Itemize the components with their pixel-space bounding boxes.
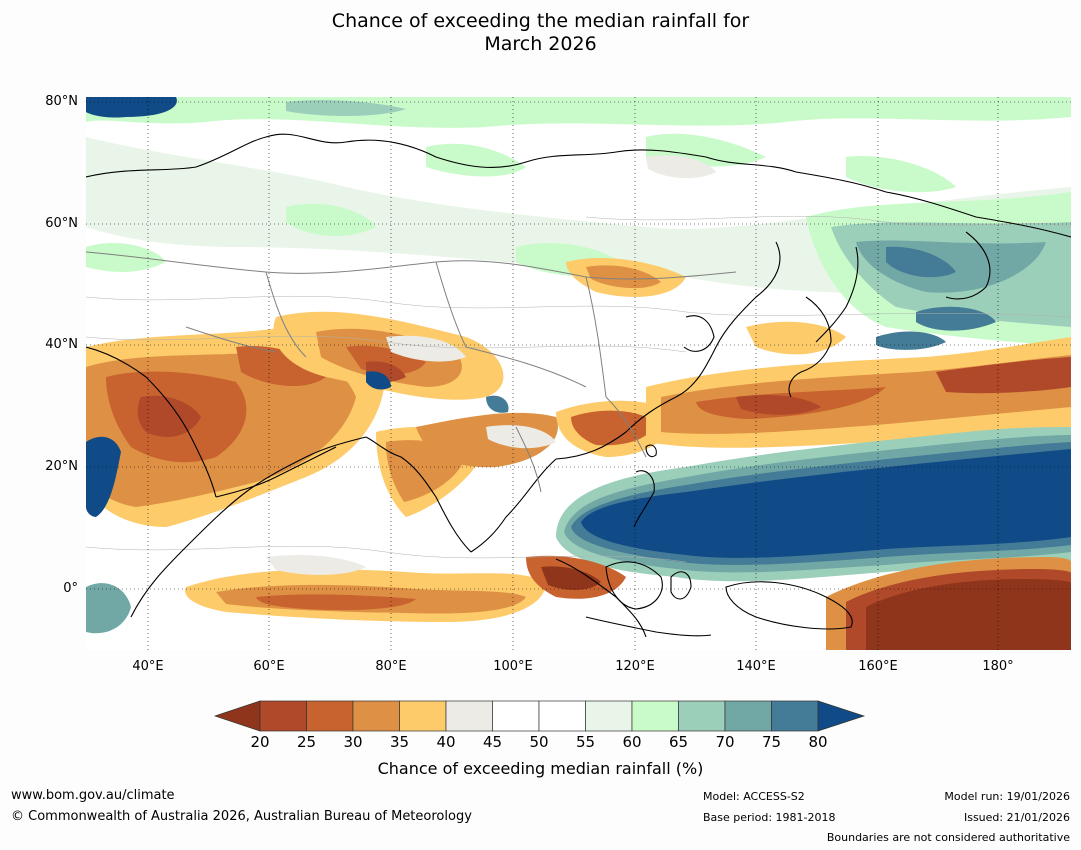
issued-text: Issued: 21/01/2026: [963, 811, 1070, 824]
colorbar-tick-label: 30: [343, 733, 363, 751]
model-run-text: Model run: 19/01/2026: [944, 790, 1070, 803]
contour-lines: [86, 215, 1071, 563]
colorbar-tick-label: 60: [622, 733, 642, 751]
base-period-text: Base period: 1981-2018: [703, 811, 836, 824]
colorbar-cell: [678, 700, 726, 732]
colorbar-tick-label: 70: [715, 733, 735, 751]
colorbar-cell: [352, 700, 400, 732]
colorbar-cell: [538, 700, 586, 732]
colorbar-cell: [445, 700, 493, 732]
lon-tick-80e: 80°E: [375, 659, 407, 674]
colorbar-cell: [585, 700, 633, 732]
lat-tick-20n: 20°N: [45, 459, 78, 474]
colorbar-cell: [631, 700, 679, 732]
north-pacific-dry-band: [646, 337, 1071, 448]
coastlines: [86, 133, 1071, 618]
colorbar-cell: [306, 700, 354, 732]
lat-tick-40n: 40°N: [45, 337, 78, 352]
northwest-pacific-wet-region: [806, 192, 1071, 350]
colorbar-cell: [399, 700, 447, 732]
colorbar-tick-label: 45: [482, 733, 503, 751]
colorbar-tick-label: 55: [575, 733, 596, 751]
chart-title: Chance of exceeding the median rainfall …: [0, 10, 1081, 56]
copyright-text: © Commonwealth of Australia 2026, Austra…: [11, 809, 472, 824]
country-borders: [86, 251, 737, 493]
lon-tick-60e: 60°E: [253, 659, 285, 674]
colorbar-cell: [724, 700, 772, 732]
rainfall-map[interactable]: [86, 97, 1071, 650]
lat-tick-80n: 80°N: [45, 94, 78, 109]
colorbar-tick-label: 75: [761, 733, 782, 751]
lon-tick-100e: 100°E: [493, 659, 533, 674]
disclaimer-text: Boundaries are not considered authoritat…: [826, 831, 1070, 844]
lat-tick-60n: 60°N: [45, 216, 78, 231]
maritime-continent-coastlines: [555, 444, 853, 638]
colorbar-cell: [771, 700, 819, 732]
tropical-pacific-wet-region: [556, 427, 1071, 582]
website-text: www.bom.gov.au/climate: [11, 788, 175, 803]
gridlines: [86, 97, 1071, 650]
lon-tick-120e: 120°E: [615, 659, 655, 674]
lon-tick-140e: 140°E: [736, 659, 776, 674]
colorbar-cell: [259, 700, 307, 732]
arabia-dry-region: [86, 326, 386, 527]
colorbar-tick-label: 35: [389, 733, 410, 751]
model-text: Model: ACCESS-S2: [703, 790, 805, 803]
neutral-patches: [266, 155, 716, 575]
colorbar-tick-label: 20: [250, 733, 270, 751]
colorbar-tick-label: 50: [529, 733, 549, 751]
lon-tick-160e: 160°E: [858, 659, 898, 674]
colorbar: [214, 700, 866, 732]
arabian-wet-patches: [86, 371, 509, 634]
lon-tick-180: 180°: [982, 659, 1014, 674]
title-line-2: March 2026: [484, 33, 597, 55]
colorbar-extend-high: [817, 700, 866, 732]
east-asia-dry-region: [416, 257, 846, 468]
colorbar-tick-label: 25: [296, 733, 317, 751]
lon-tick-40e: 40°E: [132, 659, 164, 674]
equatorial-dry-band: [185, 555, 626, 622]
lat-tick-0: 0°: [63, 581, 78, 596]
colorbar-extend-low: [214, 700, 261, 732]
colorbar-label: Chance of exceeding median rainfall (%): [377, 759, 704, 778]
colorbar-tick-label: 80: [808, 733, 828, 751]
colorbar-cell: [492, 700, 540, 732]
title-line-1: Chance of exceeding the median rainfall …: [331, 10, 750, 32]
colorbar-tick-label: 65: [668, 733, 689, 751]
colorbar-tick-label: 40: [436, 733, 456, 751]
